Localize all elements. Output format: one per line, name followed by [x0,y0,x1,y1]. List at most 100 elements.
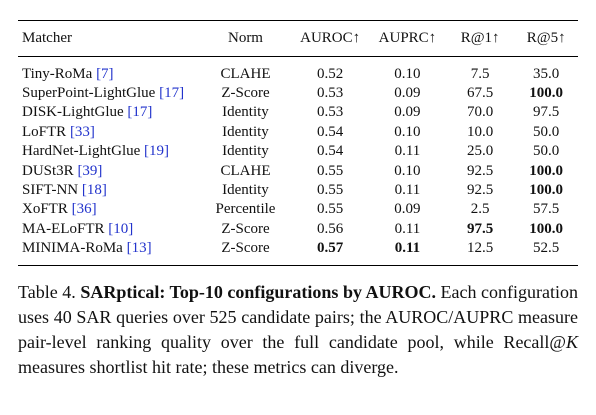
recall-at-1-cell: 7.5 [470,65,490,82]
norm-cell: CLAHE [220,162,271,179]
matcher-name: MINIMA-RoMa [22,240,123,257]
matcher-cell: SuperPoint-LightGlue [17] [18,83,200,102]
table-row: SuperPoint-LightGlue [17] Z-Score 0.53 0.09… [18,83,578,102]
matcher-cell: MA-ELoFTR [10] [18,219,200,238]
matcher-name: XoFTR [22,201,68,218]
column-header: Matcher [22,30,72,46]
citation: [17] [159,85,185,102]
auroc-cell: 0.52 [317,65,344,82]
matcher-cell: XoFTR [36] [18,200,200,219]
auroc-cell: 0.55 [317,162,344,179]
matcher-cell: DUSt3R [39] [18,161,200,180]
auprc-cell: 0.10 [394,162,421,179]
norm-cell: Identity [222,143,269,160]
column-header: AUROC↑ [300,30,361,46]
table-row: XoFTR [36] Percentile 0.55 0.09 2.5 57.5 [18,200,578,219]
matcher-cell: LoFTR [33] [18,122,200,141]
recall-at-5-cell: 97.5 [533,104,560,121]
caption-text: Each configuration uses 40 SAR queries o… [18,282,579,352]
citation: [39] [77,162,103,179]
citation: [36] [71,201,97,218]
auroc-cell: 0.54 [317,143,344,160]
table-row: HardNet-LightGlue [19] Identity 0.54 0.11 25… [18,142,578,161]
caption-k: K [565,332,578,352]
matcher-name: HardNet-LightGlue [22,143,141,160]
table-row: MINIMA-RoMa [13] Z-Score 0.57 0.11 12.5 52.5 [18,239,578,266]
norm-cell: Identity [222,104,269,121]
table-row: DISK-LightGlue [17] Identity 0.53 0.09 70.0 9… [18,103,578,122]
caption-text: measures shortlist hit rate; these metri… [18,357,399,377]
caption-label: Table 4. [18,282,76,302]
norm-cell: Z-Score [221,85,270,102]
results-table: Matcher Norm AUROC↑ AUPRC↑ R@1↑ R@5↑ Tiny-RoM… [18,20,578,266]
table-row: Tiny-RoMa [7] CLAHE 0.52 0.10 7.5 35.0 [18,57,578,84]
citation: [7] [96,65,114,82]
auprc-cell: 0.09 [394,85,421,102]
auroc-cell: 0.55 [317,182,344,199]
auprc-cell: 0.11 [394,143,421,160]
matcher-name: MA-ELoFTR [22,220,105,237]
norm-cell: Percentile [215,201,276,218]
auroc-cell: 0.53 [317,85,344,102]
citation: [18] [81,182,107,199]
citation: [33] [69,123,95,140]
citation: [10] [108,220,134,237]
recall-at-1-cell: 25.0 [467,143,494,160]
recall-at-1-cell: 92.5 [467,162,494,179]
norm-cell: CLAHE [220,65,271,82]
recall-at-5-cell: 100.0 [529,220,564,237]
recall-at-5-cell: 57.5 [533,201,560,218]
caption: Table 4. SARptical: Top-10 configuration… [18,280,578,380]
caption-title: SARptical: Top-10 configurations by AURO… [80,282,436,302]
column-header: AUPRC↑ [378,30,437,46]
auprc-cell: 0.09 [394,104,421,121]
recall-at-1-cell: 67.5 [467,85,494,102]
recall-at-1-cell: 92.5 [467,182,494,199]
auroc-cell: 0.54 [317,123,344,140]
matcher-name: Tiny-RoMa [22,65,93,82]
recall-at-1-cell: 12.5 [467,240,494,257]
recall-at-5-cell: 50.0 [533,143,560,160]
table-row: SIFT-NN [18] Identity 0.55 0.11 92.5 100.0 [18,180,578,199]
matcher-cell: DISK-LightGlue [17] [18,103,200,122]
recall-at-5-cell: 100.0 [529,85,564,102]
recall-at-1-cell: 2.5 [470,201,490,218]
column-header: R@1↑ [460,30,500,46]
norm-cell: Z-Score [221,240,270,257]
auprc-cell: 0.10 [394,65,421,82]
table-row: LoFTR [33] Identity 0.54 0.10 10.0 50.0 [18,122,578,141]
matcher-name: DISK-LightGlue [22,104,124,121]
auroc-cell: 0.56 [317,220,344,237]
matcher-name: DUSt3R [22,162,74,179]
auprc-cell: 0.09 [394,201,421,218]
auprc-cell: 0.11 [394,220,421,237]
matcher-name: SuperPoint-LightGlue [22,85,156,102]
matcher-cell: HardNet-LightGlue [19] [18,142,200,161]
norm-cell: Identity [222,123,269,140]
auprc-cell: 0.11 [394,182,421,199]
auroc-cell: 0.55 [317,201,344,218]
recall-at-1-cell: 70.0 [467,104,494,121]
auroc-cell: 0.53 [317,104,344,121]
table-row: DUSt3R [39] CLAHE 0.55 0.10 92.5 100.0 [18,161,578,180]
header-row: Matcher Norm AUROC↑ AUPRC↑ R@1↑ R@5↑ [18,20,578,57]
matcher-name: LoFTR [22,123,67,140]
citation: [13] [126,240,152,257]
norm-cell: Z-Score [221,220,270,237]
recall-at-1-cell: 97.5 [467,220,494,237]
auprc-cell: 0.11 [394,240,421,257]
column-header: R@5↑ [526,30,566,46]
auroc-cell: 0.57 [317,240,344,257]
matcher-cell: Tiny-RoMa [7] [18,57,200,84]
recall-at-5-cell: 52.5 [533,240,560,257]
recall-at-1-cell: 10.0 [467,123,494,140]
matcher-cell: SIFT-NN [18] [18,180,200,199]
recall-at-5-cell: 50.0 [533,123,560,140]
norm-cell: Identity [222,182,269,199]
auprc-cell: 0.10 [394,123,421,140]
table-row: MA-ELoFTR [10] Z-Score 0.56 0.11 97.5 100.0 [18,219,578,238]
matcher-name: SIFT-NN [22,182,79,199]
citation: [17] [127,104,153,121]
recall-at-5-cell: 35.0 [533,65,560,82]
